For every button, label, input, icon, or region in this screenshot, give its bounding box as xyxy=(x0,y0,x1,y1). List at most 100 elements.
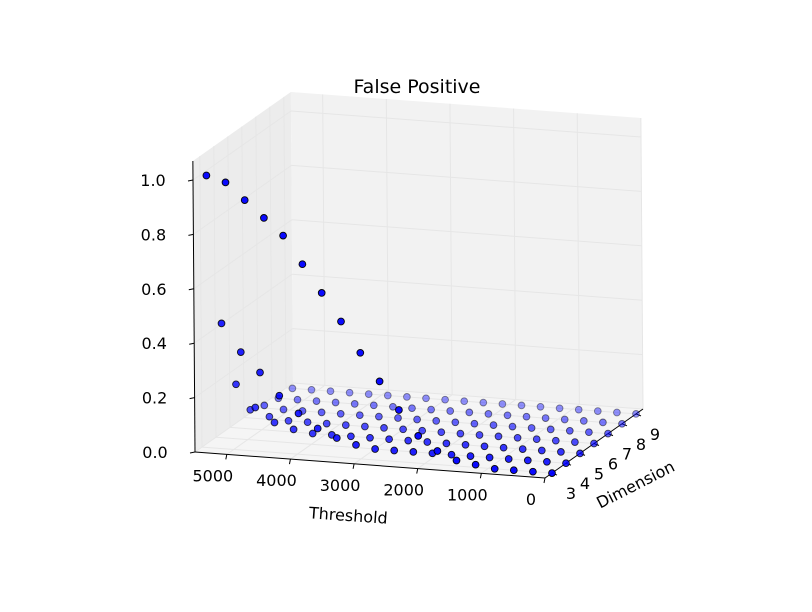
data-point xyxy=(347,432,355,441)
data-point xyxy=(618,419,626,428)
data-point xyxy=(270,418,279,427)
data-point xyxy=(499,443,508,452)
grid-line xyxy=(285,387,637,415)
data-point xyxy=(551,436,560,445)
data-point xyxy=(375,412,383,421)
data-point xyxy=(385,435,393,444)
data-point xyxy=(485,453,494,462)
data-point xyxy=(403,393,411,401)
data-point xyxy=(432,417,441,425)
data-point xyxy=(571,438,579,446)
data-point xyxy=(221,178,230,187)
z-tick-mark xyxy=(189,397,195,400)
data-point xyxy=(322,419,331,428)
data-point xyxy=(337,317,345,326)
data-point xyxy=(446,407,455,415)
data-point xyxy=(574,405,583,414)
data-point xyxy=(599,418,607,427)
data-point xyxy=(471,460,480,469)
grid-line xyxy=(291,219,642,247)
grid-line xyxy=(241,126,245,418)
y-tick-label: 4 xyxy=(580,474,590,493)
data-point xyxy=(593,407,602,415)
data-point xyxy=(298,260,307,269)
grid-line xyxy=(290,110,642,138)
data-point xyxy=(232,380,240,389)
data-point xyxy=(275,391,284,400)
data-point xyxy=(202,171,211,180)
grid-line xyxy=(640,117,644,410)
data-point xyxy=(523,456,532,465)
data-point xyxy=(312,397,321,405)
data-point xyxy=(307,385,316,394)
data-point xyxy=(479,398,488,407)
y-axis-label: Dimension xyxy=(593,457,677,513)
z-tick-label: 0.6 xyxy=(141,280,166,299)
data-point xyxy=(260,401,269,410)
z-tick-label: 0.8 xyxy=(141,225,166,244)
grid-line xyxy=(213,146,217,438)
x-axis-label: Threshold xyxy=(307,503,388,528)
data-point xyxy=(576,449,584,458)
data-point xyxy=(532,435,541,444)
z-axis-ticks: 0.0 0.2 0.4 0.6 0.8 1.0 xyxy=(140,171,196,462)
z-tick-label: 0.2 xyxy=(142,389,167,408)
grid-line xyxy=(385,99,389,391)
data-point xyxy=(490,464,499,473)
data-point xyxy=(452,456,461,465)
data-point xyxy=(418,426,427,435)
data-point xyxy=(350,400,359,408)
x-tick-label: 4000 xyxy=(256,471,297,490)
data-point xyxy=(371,445,379,453)
data-point xyxy=(470,419,479,428)
z-tick-mark xyxy=(188,288,194,291)
data-point xyxy=(489,421,498,429)
x-axis-line xyxy=(194,451,546,479)
grid-line xyxy=(449,103,453,395)
data-point xyxy=(414,432,423,440)
data-point xyxy=(293,395,302,404)
data-point xyxy=(513,433,522,442)
data-point xyxy=(256,368,264,377)
grid-line xyxy=(192,110,292,181)
data-point xyxy=(543,457,551,466)
grid-line xyxy=(292,273,643,301)
x-tick-mark xyxy=(416,468,419,474)
data-point xyxy=(562,459,570,468)
grid-line xyxy=(291,164,642,192)
x-tick-label: 5000 xyxy=(192,466,233,485)
data-point xyxy=(585,428,593,437)
data-point xyxy=(522,412,531,421)
data-point xyxy=(369,401,378,410)
grid-line xyxy=(292,328,643,356)
grid-line xyxy=(194,328,293,399)
data-point xyxy=(240,196,249,204)
data-point xyxy=(480,442,489,451)
data-point xyxy=(408,404,416,413)
data-point xyxy=(460,397,469,406)
data-point xyxy=(442,439,451,448)
grid-line xyxy=(269,106,273,398)
data-point xyxy=(366,433,374,442)
data-point xyxy=(260,214,268,222)
grid-line xyxy=(199,156,203,448)
y-tick-label: 7 xyxy=(622,445,632,464)
data-point xyxy=(422,394,430,403)
data-point xyxy=(390,446,399,455)
data-point xyxy=(484,410,493,418)
data-point xyxy=(465,408,474,417)
data-point xyxy=(352,441,360,449)
grid-line xyxy=(322,94,326,386)
z-tick-mark xyxy=(189,451,196,454)
data-point xyxy=(518,445,527,453)
data-point xyxy=(394,414,402,422)
data-point xyxy=(441,395,449,404)
data-point xyxy=(399,425,407,434)
data-point xyxy=(361,422,369,431)
z-tick-label: 0.0 xyxy=(142,443,167,462)
y-tick-label: 5 xyxy=(594,464,604,483)
data-point xyxy=(504,455,513,463)
grid-line xyxy=(193,219,293,290)
data-point xyxy=(433,447,442,455)
